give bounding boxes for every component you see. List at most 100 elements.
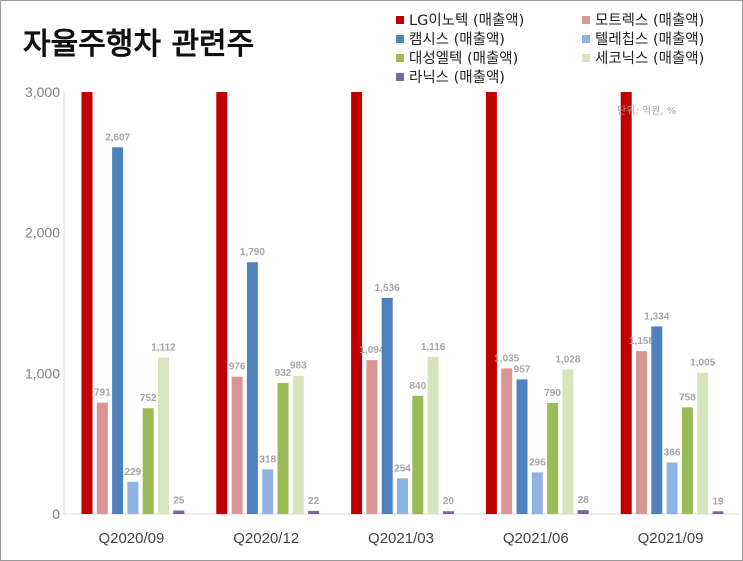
bar [308,510,320,514]
bar [577,510,589,514]
data-label: 1,028 [555,354,580,365]
bar [262,469,274,514]
bar [547,402,559,514]
data-label: 296 [529,457,546,468]
legend: LG이노텍 (매출액) 모트렉스 (매출액) 캠시스 (매출액) 텔레칩스 (매출액)… [396,11,741,86]
data-label: 22 [308,496,320,507]
bar [397,478,408,514]
legend-item: 대성엘텍 (매출액) [396,49,519,67]
data-label: 1,112 [151,343,176,354]
data-label: 1,158 [629,336,654,347]
chart-title: 자율주행차 관련주 [23,27,255,62]
bar [366,360,378,514]
bar [442,511,454,514]
bar [158,357,169,514]
legend-label: 모트렉스 (매출액) [595,13,705,29]
x-category-label: Q2021/06 [503,530,569,547]
y-tick-label: 2,000 [25,225,60,241]
data-label: 1,334 [644,311,669,322]
data-label: 1,790 [240,247,265,258]
bar [351,92,363,514]
unit-note: 단위: 억원, % [617,106,677,117]
data-label: 19 [712,496,724,507]
bar [485,92,497,514]
bar [620,92,632,514]
legend-item: 세코닉스 (매출액) [582,49,705,67]
bar [292,375,304,514]
data-label: 28 [578,495,590,506]
bar [697,372,709,514]
bar [412,395,424,514]
data-label: 2,607 [105,132,130,143]
legend-label: 라닉스 (매출액) [409,70,505,86]
data-label: 957 [514,364,531,375]
bar [427,357,439,514]
bar [81,92,93,514]
bar [246,262,258,514]
bar [562,369,574,514]
data-label: 1,116 [421,342,446,353]
legend-item: 라닉스 (매출액) [396,68,505,86]
data-label: 318 [259,454,276,465]
data-label: 790 [544,388,561,399]
bar [112,147,124,515]
data-label: 20 [443,496,455,507]
data-label: 229 [125,467,142,478]
bar [173,510,185,514]
data-label: 25 [173,496,185,507]
x-category-label: Q2021/09 [638,530,704,547]
bar [636,351,647,514]
bar [666,462,678,514]
legend-item: 캠시스 (매출액) [396,30,505,48]
data-label: 1,094 [359,345,384,356]
y-tick-label: 1,000 [25,365,60,381]
legend-swatch [582,34,590,43]
legend-swatch [582,53,590,62]
data-label: 791 [94,388,111,399]
data-label: 1,536 [375,283,400,294]
legend-swatch [396,72,404,81]
data-label: 1,005 [690,358,715,369]
data-label: 752 [140,393,157,404]
x-category-label: Q2020/12 [233,530,299,547]
legend-label: 캠시스 (매출액) [409,32,505,48]
legend-swatch [396,34,404,43]
bar [681,407,693,514]
y-tick-label: 3,000 [25,84,60,100]
data-label: 1,035 [494,353,519,364]
x-category-label: Q2021/03 [368,530,434,547]
bar [142,408,154,514]
data-label: 932 [275,368,292,379]
bar [712,511,724,514]
legend-swatch [396,53,404,62]
bar [216,92,228,514]
data-label: 983 [290,361,307,372]
bar [96,402,108,514]
legend-swatch [396,15,404,24]
bar [531,472,543,514]
legend-item: LG이노텍 (매출액) [396,11,525,29]
legend-label: 대성엘텍 (매출액) [409,51,519,67]
data-label: 758 [679,392,696,403]
data-label: 254 [394,463,411,474]
y-tick-label: 0 [52,506,60,522]
bar [231,376,243,514]
x-category-label: Q2020/09 [98,530,164,547]
data-label: 366 [664,448,681,459]
legend-label: LG이노텍 (매출액) [409,13,525,29]
bar [277,382,289,514]
data-label: 840 [409,381,426,392]
bar [127,481,139,514]
legend-label: 텔레칩스 (매출액) [595,32,705,48]
bar [516,379,528,514]
bar [501,368,513,514]
data-label: 976 [229,362,246,373]
legend-label: 세코닉스 (매출액) [595,51,705,67]
bar [651,326,663,514]
legend-swatch [582,15,590,24]
bar [381,297,393,514]
legend-item: 모트렉스 (매출액) [582,11,705,29]
legend-item: 텔레칩스 (매출액) [582,30,705,48]
